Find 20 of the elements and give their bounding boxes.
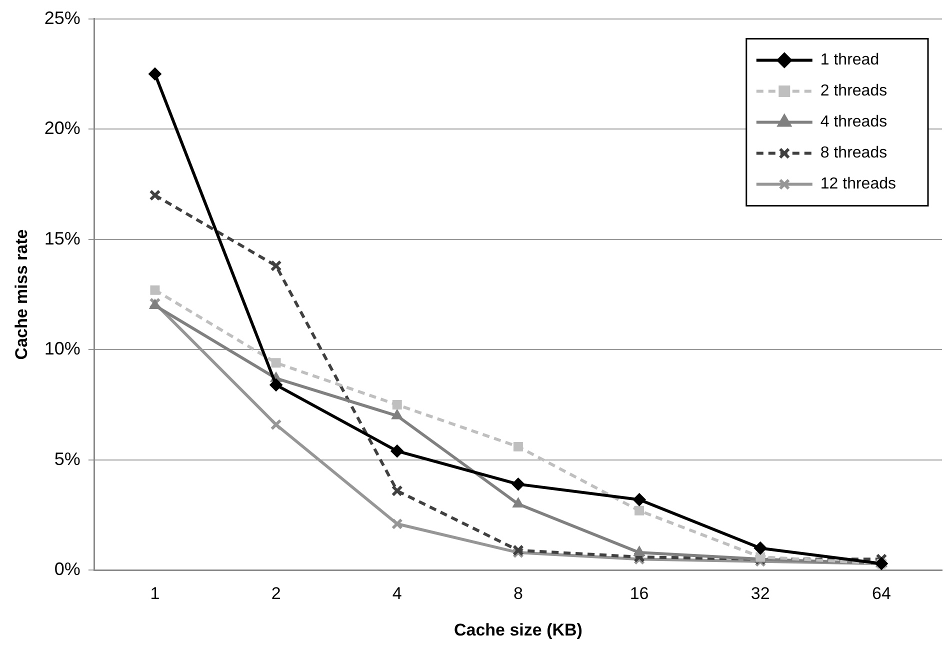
y-tick-label: 10% [44,338,80,359]
legend-label: 12 threads [820,176,896,193]
legend-label: 8 threads [820,144,888,162]
legend-label: 1 thread [820,52,880,69]
y-tick-label: 0% [54,559,80,580]
x-tick-label: 32 [750,584,770,604]
legend-label: 4 threads [820,114,888,131]
y-axis-title: Cache miss rate [12,229,31,360]
x-tick-label: 64 [872,584,891,604]
x-tick-label: 1 [150,584,160,604]
y-tick-label: 15% [44,228,80,248]
x-tick-label: 4 [392,584,402,604]
x-tick-label: 8 [513,584,523,604]
x-axis-title: Cache size (KB) [454,620,582,640]
legend-label: 2 threads [820,82,888,100]
x-tick-label: 16 [630,584,649,604]
y-tick-label: 5% [54,448,80,469]
y-tick-label: 25% [44,8,80,28]
y-tick-label: 20% [44,118,80,138]
x-tick-label: 2 [271,584,281,604]
